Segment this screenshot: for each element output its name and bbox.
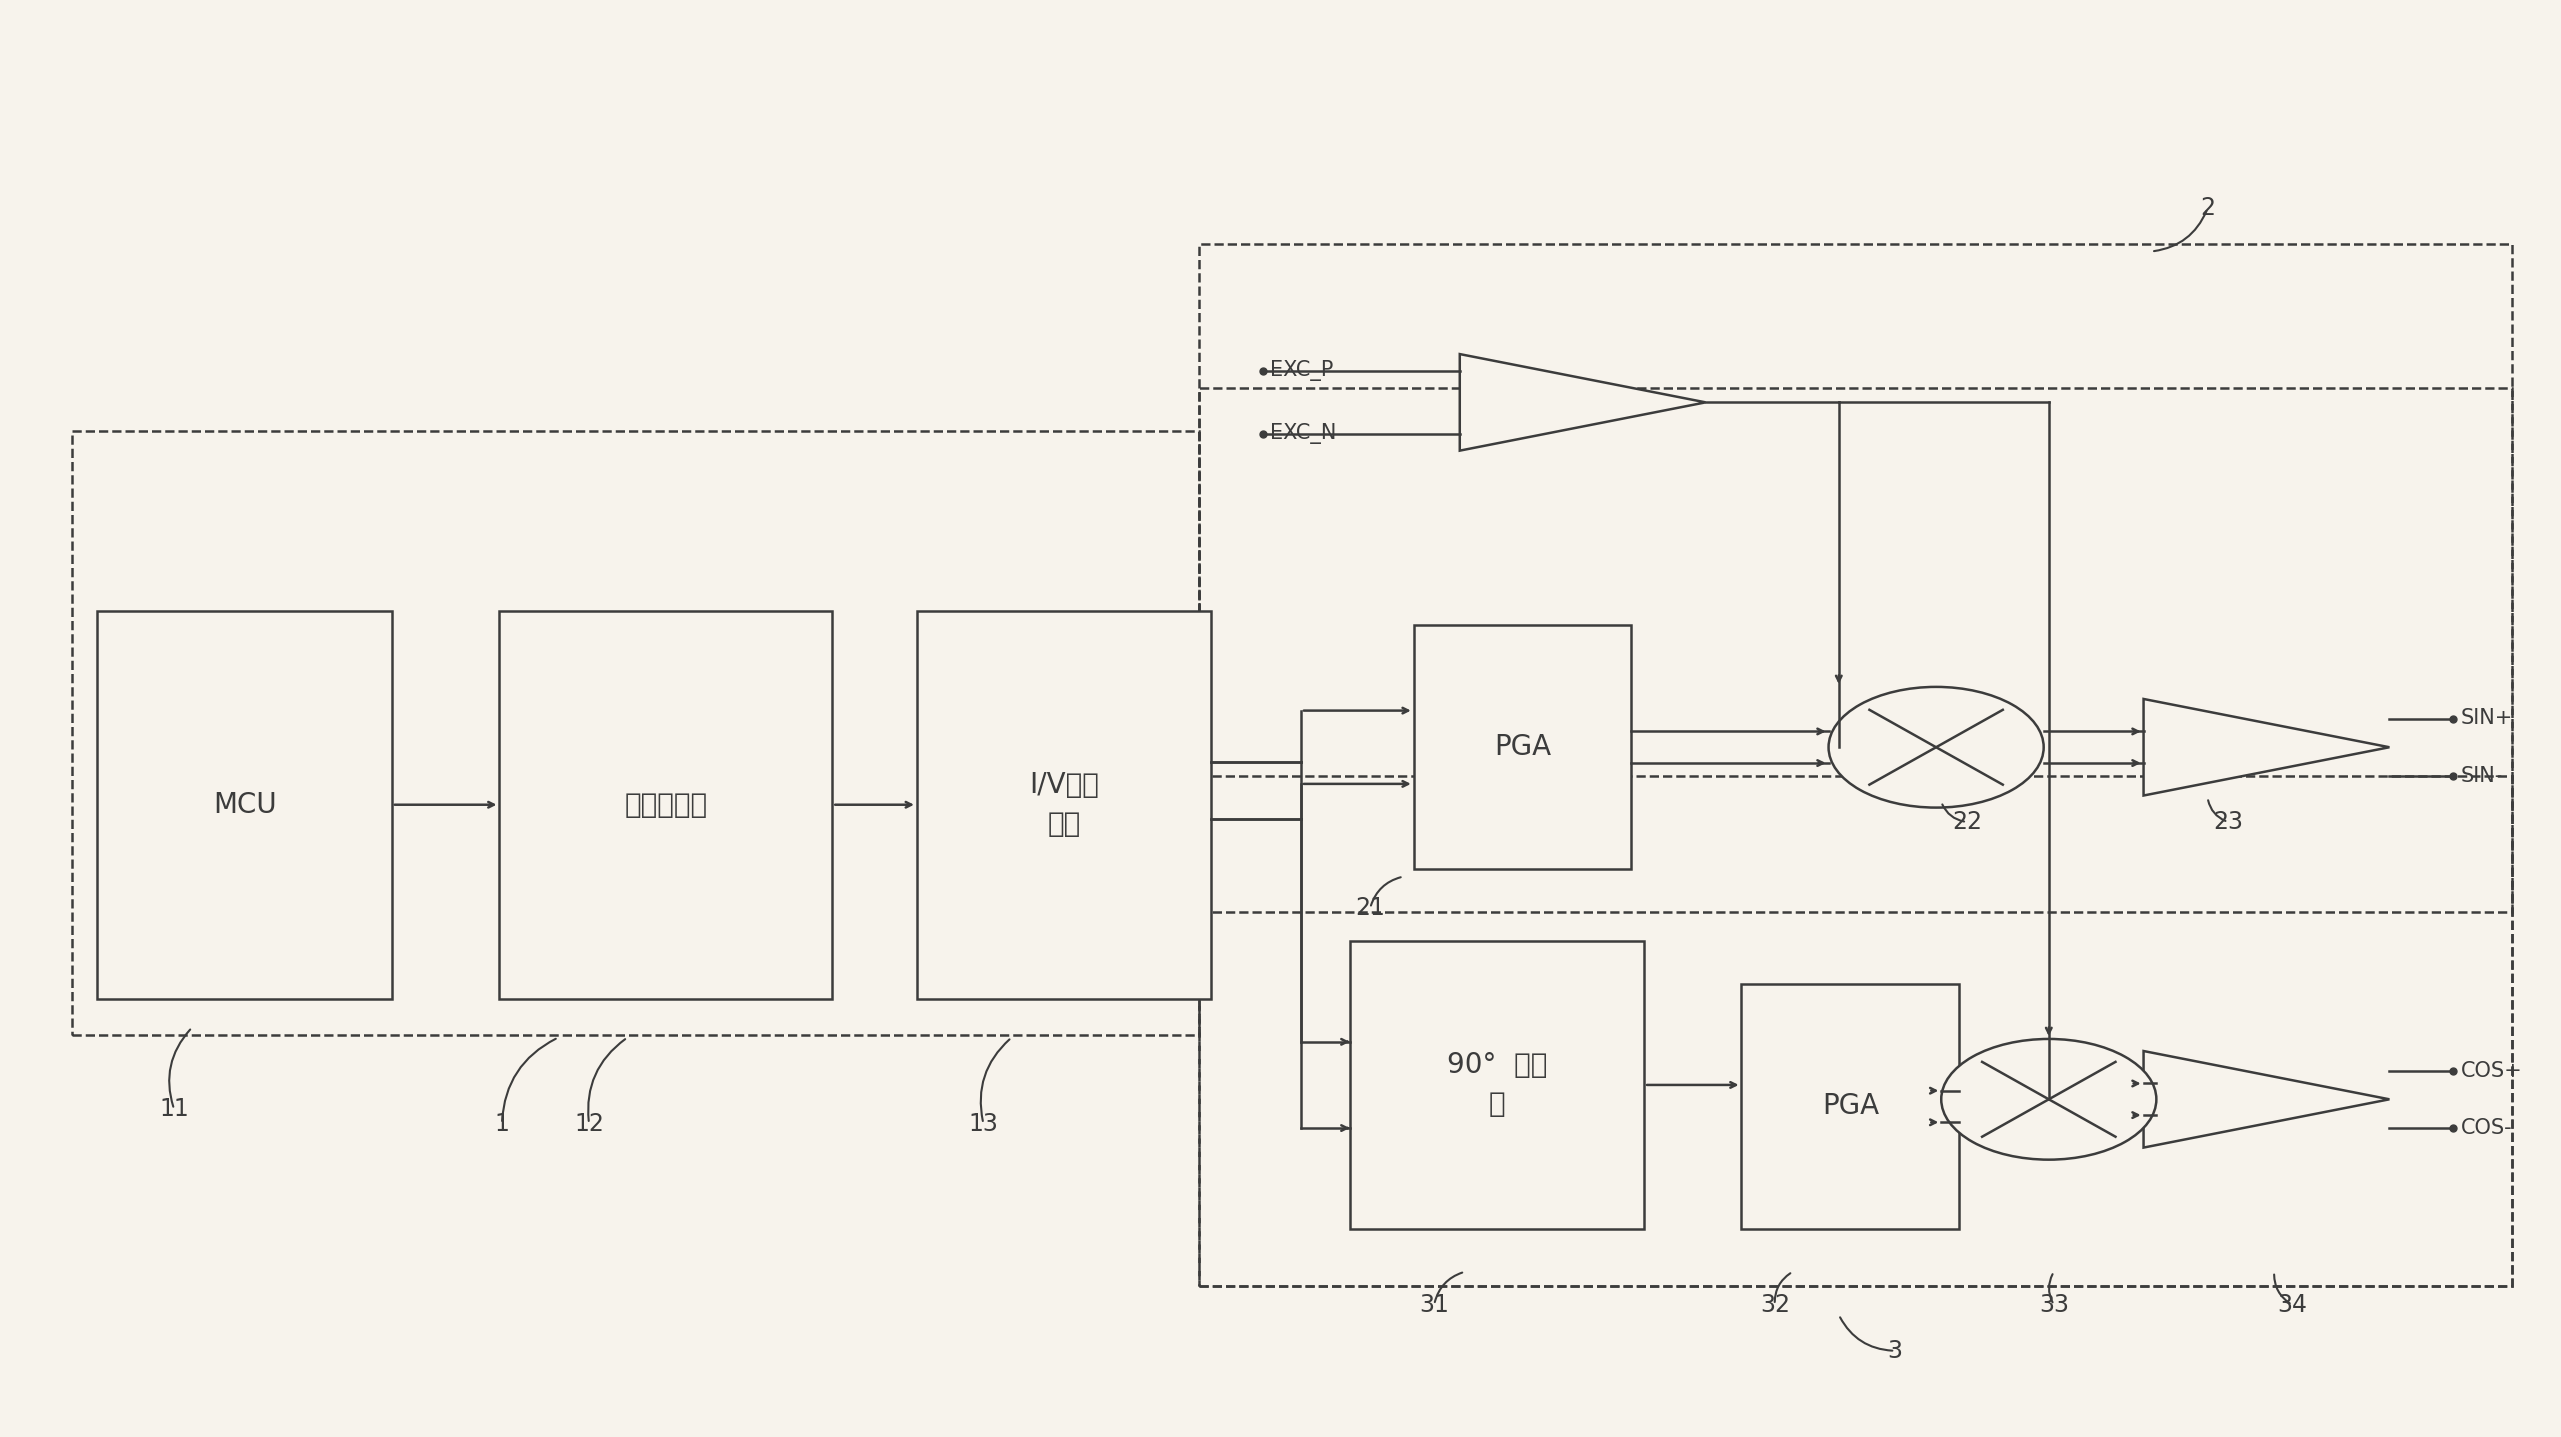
Polygon shape <box>2144 698 2389 796</box>
FancyBboxPatch shape <box>1350 941 1644 1229</box>
Circle shape <box>1829 687 2044 808</box>
FancyBboxPatch shape <box>499 611 832 999</box>
FancyBboxPatch shape <box>917 611 1211 999</box>
Text: SIN-: SIN- <box>2461 766 2502 786</box>
Text: 31: 31 <box>1419 1293 1450 1316</box>
FancyBboxPatch shape <box>1741 984 1959 1229</box>
Text: 12: 12 <box>574 1112 604 1135</box>
Text: COS-: COS- <box>2461 1118 2512 1138</box>
FancyBboxPatch shape <box>1414 625 1631 869</box>
Text: EXC_P: EXC_P <box>1270 361 1334 381</box>
Text: SIN+: SIN+ <box>2461 708 2512 729</box>
Circle shape <box>1941 1039 2156 1160</box>
FancyBboxPatch shape <box>97 611 392 999</box>
Polygon shape <box>2144 1050 2389 1148</box>
Text: 23: 23 <box>2213 810 2243 833</box>
Text: COS+: COS+ <box>2461 1061 2523 1081</box>
Text: EXC_N: EXC_N <box>1270 424 1337 444</box>
Text: I/V转换
电路: I/V转换 电路 <box>1030 772 1099 838</box>
Text: 21: 21 <box>1355 897 1386 920</box>
Text: 33: 33 <box>2039 1293 2069 1316</box>
Text: 3: 3 <box>1887 1339 1903 1362</box>
Text: MCU: MCU <box>213 790 277 819</box>
Text: 90°  移相
器: 90° 移相 器 <box>1447 1052 1547 1118</box>
Text: 电流发生器: 电流发生器 <box>625 790 707 819</box>
Polygon shape <box>1460 354 1706 451</box>
Text: PGA: PGA <box>1493 733 1552 762</box>
Text: 11: 11 <box>159 1098 190 1121</box>
Text: 34: 34 <box>2277 1293 2307 1316</box>
Text: 1: 1 <box>494 1112 510 1135</box>
Text: 22: 22 <box>1951 810 1982 833</box>
Text: 32: 32 <box>1759 1293 1790 1316</box>
Text: 13: 13 <box>968 1112 999 1135</box>
Text: 2: 2 <box>2200 197 2215 220</box>
Text: PGA: PGA <box>1821 1092 1880 1121</box>
